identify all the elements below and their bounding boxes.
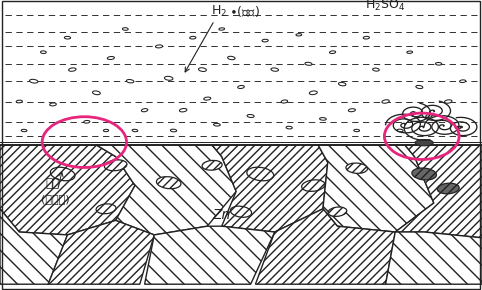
Ellipse shape	[455, 126, 461, 129]
Ellipse shape	[204, 97, 211, 100]
Ellipse shape	[412, 168, 436, 180]
Ellipse shape	[330, 51, 335, 54]
Ellipse shape	[202, 160, 222, 170]
Text: H$_2$SO$_4$: H$_2$SO$_4$	[365, 0, 406, 13]
Ellipse shape	[84, 120, 90, 123]
Ellipse shape	[286, 126, 292, 129]
Polygon shape	[145, 226, 275, 284]
Ellipse shape	[271, 68, 279, 71]
Ellipse shape	[338, 82, 346, 86]
Ellipse shape	[328, 207, 347, 216]
Text: Zn: Zn	[213, 208, 231, 222]
Ellipse shape	[179, 108, 187, 112]
Ellipse shape	[156, 45, 162, 48]
Ellipse shape	[426, 115, 432, 117]
Ellipse shape	[238, 86, 244, 88]
Ellipse shape	[21, 129, 27, 132]
Polygon shape	[255, 209, 395, 284]
Polygon shape	[212, 145, 328, 232]
Text: $\bullet$(气泡): $\bullet$(气泡)	[229, 4, 260, 19]
Ellipse shape	[105, 160, 127, 171]
Ellipse shape	[93, 91, 100, 95]
Polygon shape	[48, 220, 154, 284]
Ellipse shape	[437, 183, 459, 194]
Ellipse shape	[348, 109, 355, 112]
Polygon shape	[395, 145, 482, 238]
Ellipse shape	[230, 206, 252, 217]
Ellipse shape	[247, 167, 274, 181]
Ellipse shape	[104, 129, 108, 132]
Ellipse shape	[262, 39, 268, 42]
Ellipse shape	[346, 163, 367, 173]
Ellipse shape	[29, 79, 38, 83]
Text: H$_2$: H$_2$	[211, 4, 228, 19]
Ellipse shape	[107, 57, 114, 59]
Ellipse shape	[354, 129, 360, 132]
Ellipse shape	[96, 204, 116, 214]
Ellipse shape	[415, 139, 433, 146]
Ellipse shape	[65, 36, 70, 39]
Ellipse shape	[219, 28, 225, 30]
Ellipse shape	[247, 115, 254, 117]
Ellipse shape	[382, 100, 389, 103]
Text: 杂质: 杂质	[46, 177, 60, 190]
Ellipse shape	[407, 51, 413, 53]
Polygon shape	[0, 145, 135, 235]
Ellipse shape	[214, 123, 220, 126]
Ellipse shape	[171, 129, 176, 132]
Text: (夹杂物): (夹杂物)	[41, 195, 69, 204]
Ellipse shape	[68, 68, 76, 71]
Ellipse shape	[309, 91, 317, 95]
Ellipse shape	[460, 80, 466, 83]
Ellipse shape	[122, 28, 128, 30]
Polygon shape	[318, 145, 434, 232]
Ellipse shape	[416, 86, 423, 88]
Ellipse shape	[281, 100, 288, 103]
Ellipse shape	[444, 100, 452, 103]
Ellipse shape	[305, 62, 312, 65]
Ellipse shape	[50, 103, 56, 106]
Ellipse shape	[363, 36, 369, 39]
Ellipse shape	[397, 129, 403, 132]
Ellipse shape	[157, 177, 181, 189]
Ellipse shape	[373, 68, 379, 71]
Ellipse shape	[40, 51, 46, 54]
Ellipse shape	[141, 109, 148, 112]
Ellipse shape	[228, 56, 235, 60]
Ellipse shape	[126, 79, 134, 83]
Ellipse shape	[50, 167, 75, 181]
Ellipse shape	[302, 180, 325, 191]
Ellipse shape	[296, 34, 302, 36]
Ellipse shape	[199, 68, 206, 71]
Polygon shape	[96, 145, 236, 235]
Ellipse shape	[16, 100, 22, 103]
Ellipse shape	[436, 62, 442, 65]
Ellipse shape	[132, 129, 138, 132]
Polygon shape	[386, 232, 482, 284]
Ellipse shape	[164, 76, 173, 80]
Ellipse shape	[190, 36, 196, 39]
Polygon shape	[0, 209, 67, 284]
Ellipse shape	[320, 117, 326, 120]
